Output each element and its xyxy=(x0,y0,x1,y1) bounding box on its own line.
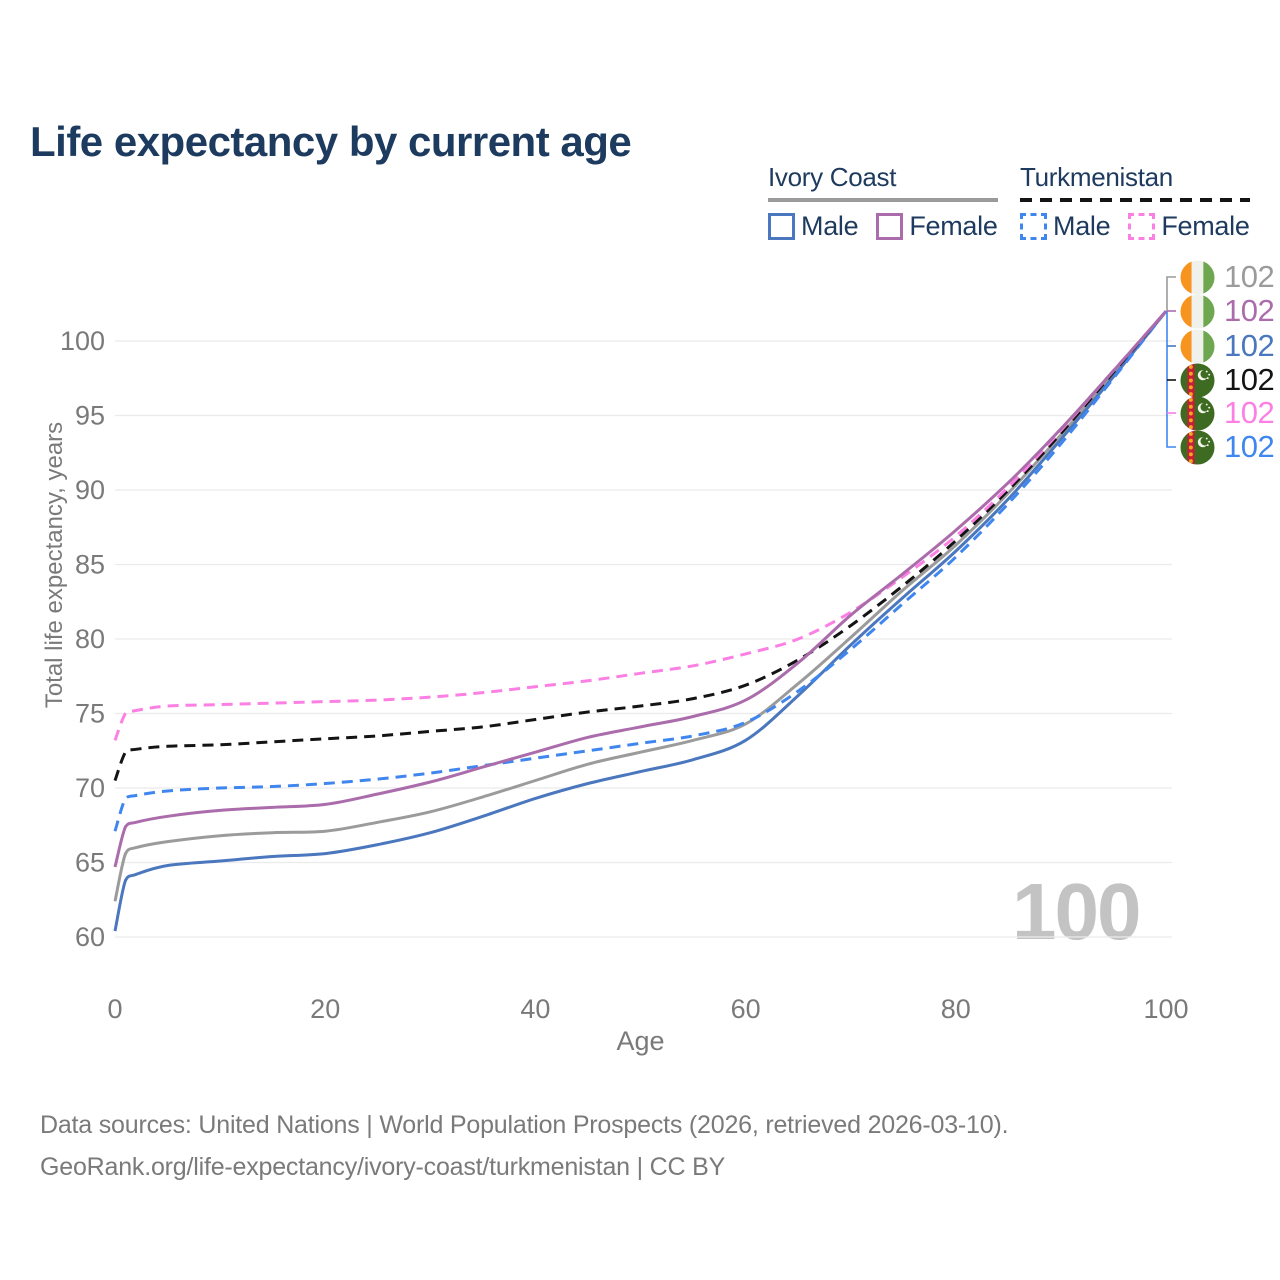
turkmenistan-flag-icon xyxy=(1180,395,1215,431)
legend-item-turkmenistan-male[interactable]: Male xyxy=(1020,211,1111,242)
y-tick-100: 100 xyxy=(60,326,105,356)
leader-top xyxy=(1166,276,1176,311)
legend-item-ivory-coast-male[interactable]: Male xyxy=(768,211,859,242)
ivory-coast-flag-icon xyxy=(1180,328,1215,364)
series-line-tm_male[interactable] xyxy=(113,310,1168,832)
chart-title: Life expectancy by current age xyxy=(30,118,632,166)
legend-label-ivory-coast-female[interactable]: Female xyxy=(909,211,998,241)
y-tick-65: 65 xyxy=(75,848,105,878)
y-tick-90: 90 xyxy=(75,475,105,505)
footer-attribution: GeoRank.org/life-expectancy/ivory-coast/… xyxy=(40,1153,726,1181)
series-line-tm_female[interactable] xyxy=(113,310,1168,741)
legend-group-turkmenistan: Turkmenistan Male Female xyxy=(1020,162,1250,242)
turkmenistan-flag-icon xyxy=(1180,429,1215,465)
x-tick-0: 0 xyxy=(107,994,122,1024)
legend-swatch-ivory-coast-male[interactable] xyxy=(768,213,795,240)
legend-line-sample-ivory-coast xyxy=(768,198,998,202)
end-label-value: 102 xyxy=(1224,259,1275,294)
legend-swatch-turkmenistan-female[interactable] xyxy=(1128,213,1156,240)
end-label-value: 102 xyxy=(1224,429,1275,464)
y-tick-80: 80 xyxy=(75,624,105,654)
end-label-row-turkmenistan-3: 102 xyxy=(1180,362,1275,398)
end-label-value: 102 xyxy=(1224,328,1275,363)
end-label-value: 102 xyxy=(1224,395,1275,430)
x-tick-100: 100 xyxy=(1143,994,1188,1024)
series-line-ic_both[interactable] xyxy=(113,310,1168,902)
end-label-row-turkmenistan-4: 102 xyxy=(1180,395,1275,431)
end-label-row-ivory-coast-0: 102 xyxy=(1180,259,1275,295)
y-tick-75: 75 xyxy=(75,699,105,729)
end-label-row-ivory-coast-1: 102 xyxy=(1180,293,1275,329)
x-tick-80: 80 xyxy=(941,994,971,1024)
ivory-coast-flag-icon xyxy=(1180,259,1215,295)
series-line-tm_both[interactable] xyxy=(113,310,1168,782)
end-label-value: 102 xyxy=(1224,362,1275,397)
x-axis-title: Age xyxy=(616,1026,665,1056)
y-tick-95: 95 xyxy=(75,401,105,431)
hover-age-watermark: 100 xyxy=(1012,867,1141,956)
legend-item-ivory-coast-female[interactable]: Female xyxy=(876,211,998,242)
legend-swatch-turkmenistan-male[interactable] xyxy=(1020,213,1047,240)
series-line-ic_female[interactable] xyxy=(113,310,1168,868)
x-tick-20: 20 xyxy=(310,994,340,1024)
y-tick-85: 85 xyxy=(75,550,105,580)
turkmenistan-flag-icon xyxy=(1180,362,1215,398)
legend-label-turkmenistan-female[interactable]: Female xyxy=(1161,211,1250,241)
ivory-coast-flag-icon xyxy=(1180,293,1215,329)
end-label-row-ivory-coast-2: 102 xyxy=(1180,328,1275,364)
legend-label-ivory-coast-male[interactable]: Male xyxy=(801,211,859,241)
legend-country-turkmenistan[interactable]: Turkmenistan xyxy=(1020,162,1173,192)
end-label-row-turkmenistan-5: 102 xyxy=(1180,429,1275,465)
leader-bottom xyxy=(1166,311,1176,448)
end-label-value: 102 xyxy=(1224,293,1275,328)
footer: Data sources: United Nations | World Pop… xyxy=(40,1104,1009,1188)
legend-group-ivory-coast: Ivory Coast Male Female xyxy=(768,162,998,242)
legend-swatch-ivory-coast-female[interactable] xyxy=(876,213,904,240)
legend-label-turkmenistan-male[interactable]: Male xyxy=(1053,211,1111,241)
legend-item-turkmenistan-female[interactable]: Female xyxy=(1128,211,1250,242)
x-tick-40: 40 xyxy=(520,994,550,1024)
y-tick-70: 70 xyxy=(75,773,105,803)
series-line-ic_male[interactable] xyxy=(113,310,1168,932)
legend-line-sample-turkmenistan xyxy=(1020,198,1250,202)
footer-data-sources: Data sources: United Nations | World Pop… xyxy=(40,1111,1009,1139)
y-tick-60: 60 xyxy=(75,922,105,952)
legend-country-ivory-coast[interactable]: Ivory Coast xyxy=(768,162,897,192)
y-axis-title: Total life expectancy, years xyxy=(41,421,68,709)
x-tick-60: 60 xyxy=(731,994,761,1024)
